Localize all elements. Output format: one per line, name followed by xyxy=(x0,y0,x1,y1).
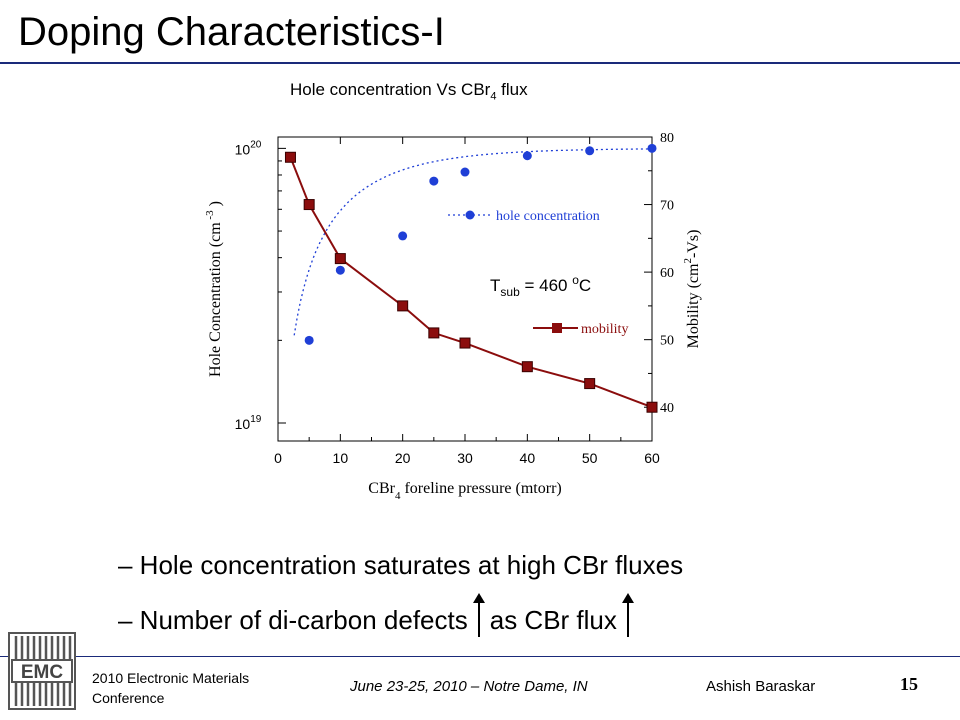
mobility-point xyxy=(284,151,296,163)
hole-concentration-point xyxy=(522,151,532,161)
y-left-axis-label: Hole Concentration (cm -3 ) xyxy=(204,201,224,377)
mobility-point xyxy=(584,378,596,390)
chart-caption-text: Hole concentration Vs CBr xyxy=(290,80,491,99)
bullet-text: – Hole concentration saturates at high C… xyxy=(118,550,684,580)
page-number: 15 xyxy=(900,674,918,694)
mobility-point xyxy=(303,199,315,211)
x-tick-label: 0 xyxy=(274,450,282,466)
bullet-text: as CBr flux xyxy=(489,605,617,635)
x-tick-label: 30 xyxy=(457,450,473,466)
conference-date: June 23-25, 2010 – Notre Dame, IN xyxy=(350,678,588,695)
y-right-tick-label: 40 xyxy=(660,401,674,416)
logo-text: EMC xyxy=(21,662,64,683)
hole-concentration-point xyxy=(429,176,439,186)
x-tick-label: 20 xyxy=(395,450,411,466)
temperature-annotation: Tsub = 460 oC xyxy=(490,273,591,299)
emc-logo: EMC xyxy=(8,632,76,710)
mobility-point xyxy=(459,337,471,349)
legend-label: hole concentration xyxy=(496,209,600,224)
mobility-fit-line xyxy=(289,156,653,409)
bullet-item: – Number of di-carbon defects as CBr flux xyxy=(118,593,683,641)
x-tick-label: 60 xyxy=(644,450,660,466)
y-left-tick-label: 1019 xyxy=(235,414,262,432)
conference-name: 2010 Electronic Materials Conference xyxy=(92,670,250,706)
y-right-axis-label: Mobility (cm2-Vs) xyxy=(682,230,702,349)
y-right-tick-label: 50 xyxy=(660,334,674,349)
y-right-tick-label: 70 xyxy=(660,199,674,214)
legend-label: mobility xyxy=(581,322,628,337)
legend-marker xyxy=(552,323,562,333)
y-right-tick-label: 80 xyxy=(660,131,674,146)
x-axis-label: CBr4 foreline pressure (mtorr) xyxy=(368,480,561,502)
hole-concentration-point xyxy=(460,167,470,177)
up-arrow-icon xyxy=(472,593,486,637)
hole-concentration-fit-line xyxy=(293,148,650,336)
y-right-tick-label: 60 xyxy=(660,266,674,281)
footer-divider xyxy=(0,656,960,657)
bullet-text: – Number of di-carbon defects xyxy=(118,605,468,635)
hole-concentration-point xyxy=(647,143,657,153)
up-arrow-icon xyxy=(621,593,635,637)
hole-concentration-point xyxy=(335,265,345,275)
mobility-point xyxy=(397,300,409,312)
mobility-point xyxy=(334,253,346,265)
x-tick-label: 10 xyxy=(333,450,349,466)
mobility-point xyxy=(521,361,533,373)
slide-title: Doping Characteristics-I xyxy=(18,10,445,54)
hole-concentration-point xyxy=(304,335,314,345)
x-tick-label: 40 xyxy=(520,450,536,466)
hole-concentration-point xyxy=(585,146,595,156)
chart-caption-subscript: 4 xyxy=(490,90,497,103)
bullet-item: – Hole concentration saturates at high C… xyxy=(118,545,683,593)
plot-frame xyxy=(277,136,653,442)
chart-caption: Hole concentration Vs CBr4 flux xyxy=(290,80,528,102)
y-left-tick-label: 1020 xyxy=(235,139,262,157)
chart-caption-suffix: flux xyxy=(496,80,528,99)
bullet-list: – Hole concentration saturates at high C… xyxy=(118,545,683,641)
x-tick-label: 50 xyxy=(582,450,598,466)
mobility-point xyxy=(646,401,658,413)
hole-concentration-point xyxy=(398,231,408,241)
mobility-point xyxy=(428,327,440,339)
author-name: Ashish Baraskar xyxy=(706,678,816,695)
title-divider xyxy=(0,62,960,64)
legend-marker xyxy=(465,210,475,220)
